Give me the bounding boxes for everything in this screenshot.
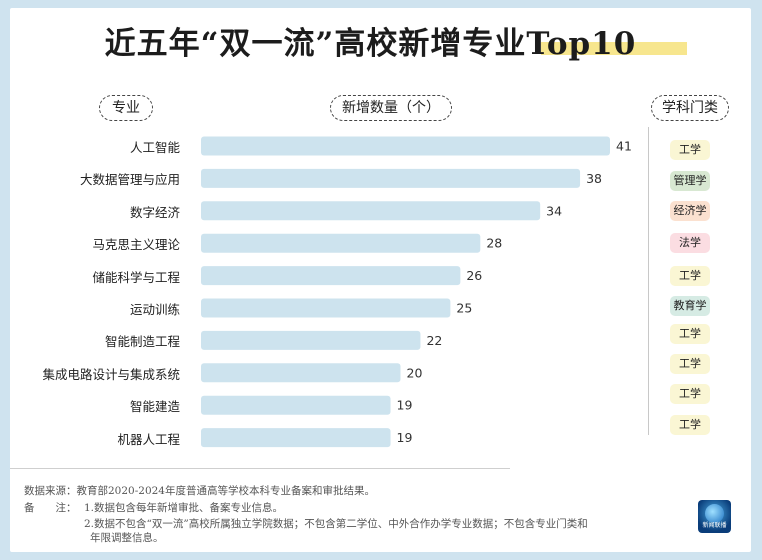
category-label-7: 集成电路设计与集成系统 xyxy=(42,366,180,382)
category-label-3: 马克思主义理论 xyxy=(92,237,180,253)
bar-value-label-1: 38 xyxy=(586,171,602,186)
bar-5 xyxy=(201,298,451,318)
discipline-badge-0: 工学 xyxy=(670,140,710,160)
bar-6 xyxy=(201,330,421,350)
title-text: 近五年“双一流”高校新增专业Top10 xyxy=(104,26,637,62)
discipline-badge-4: 工学 xyxy=(670,266,710,286)
logo-name: 新闻联播 xyxy=(702,522,727,529)
category-label-5: 运动训练 xyxy=(129,302,180,317)
category-label-8: 智能建造 xyxy=(129,399,180,415)
globe-graphic xyxy=(705,504,724,523)
discipline-badge-7: 工学 xyxy=(670,354,710,374)
notes-separator xyxy=(10,468,510,469)
bar-8 xyxy=(201,395,391,415)
discipline-badge-5: 教育学 xyxy=(670,296,710,316)
bar-value-label-9: 19 xyxy=(397,430,413,445)
header-major: 专业 xyxy=(99,95,153,121)
bar-value-label-0: 41 xyxy=(616,139,632,154)
title-highlight xyxy=(540,42,687,55)
remark-2a: 2.数据不包含“双一流”高校所属独立学院数据；不包含第二学位、中外合作办学专业数… xyxy=(84,518,588,530)
category-label-4: 储能科学与工程 xyxy=(92,269,180,285)
category-label-6: 智能制造工程 xyxy=(104,334,180,350)
discipline-badge-2: 经济学 xyxy=(670,201,710,221)
bar-value-label-8: 19 xyxy=(397,398,413,413)
bar-2 xyxy=(201,201,541,221)
remark-2b: 年限调整信息。 xyxy=(90,532,164,544)
bar-value-label-6: 22 xyxy=(426,333,442,348)
globe-logo-icon: 新闻联播 xyxy=(698,500,731,533)
category-label-9: 机器人工程 xyxy=(117,431,180,447)
bar-value-label-5: 25 xyxy=(456,301,472,316)
discipline-divider xyxy=(648,127,649,435)
remark-label: 备 注： xyxy=(24,502,77,514)
discipline-badge-3: 法学 xyxy=(670,233,710,253)
source-note: 数据来源：教育部2020-2024年度普通高等学校本科专业备案和审批结果。 xyxy=(24,485,375,497)
category-label-1: 大数据管理与应用 xyxy=(79,172,180,188)
title-area: 近五年“双一流”高校新增专业Top10 xyxy=(0,18,741,63)
bar-3 xyxy=(201,233,481,253)
discipline-badge-1: 管理学 xyxy=(670,171,710,191)
remark-1: 1.数据包含每年新增审批、备案专业信息。 xyxy=(84,502,284,514)
bar-value-label-7: 20 xyxy=(407,365,423,380)
discipline-badge-9: 工学 xyxy=(670,415,710,435)
category-label-2: 数字经济 xyxy=(129,204,180,220)
bar-value-label-2: 34 xyxy=(546,203,562,218)
bar-value-label-4: 26 xyxy=(466,268,482,283)
bar-value-label-3: 28 xyxy=(486,236,502,251)
category-label-0: 人工智能 xyxy=(129,140,180,155)
bar-9 xyxy=(201,428,391,448)
bar-4 xyxy=(201,266,461,286)
header-count: 新增数量（个） xyxy=(330,95,452,121)
bar-7 xyxy=(201,363,401,383)
page-title: 近五年“双一流”高校新增专业Top10 xyxy=(104,18,687,63)
discipline-badge-8: 工学 xyxy=(670,384,710,404)
bar-0 xyxy=(201,136,610,156)
bar-1 xyxy=(201,168,581,188)
header-discipline: 学科门类 xyxy=(651,95,729,121)
discipline-badge-6: 工学 xyxy=(670,324,710,344)
